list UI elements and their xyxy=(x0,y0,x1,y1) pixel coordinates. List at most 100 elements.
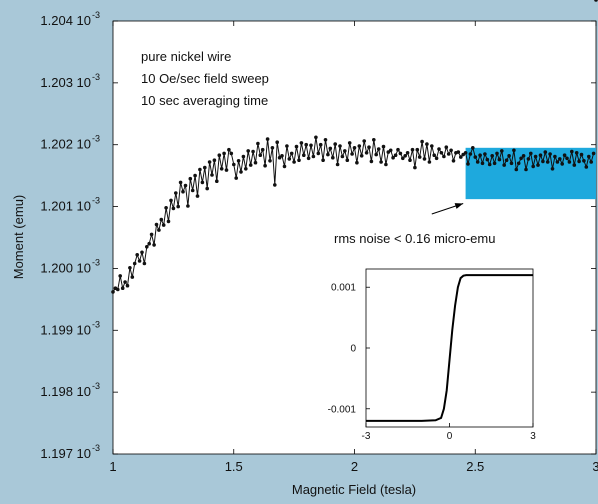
data-point xyxy=(280,154,284,158)
data-point xyxy=(248,163,253,167)
data-point xyxy=(372,138,376,142)
data-point xyxy=(490,154,495,158)
data-point xyxy=(149,232,154,237)
y-axis-ticks: 1.197 10 -31.198 10 -31.199 10 -31.200 10 -3… xyxy=(40,10,596,461)
data-point xyxy=(594,0,598,2)
data-point xyxy=(396,147,400,152)
data-point xyxy=(236,159,241,163)
data-point xyxy=(587,154,591,159)
inset-axis-ticks: -3 0 3 -0.001 0 0.001 xyxy=(328,283,537,442)
data-point xyxy=(391,155,395,160)
data-point xyxy=(362,139,367,143)
data-point xyxy=(331,155,335,160)
data-point xyxy=(186,204,190,208)
y-tick-label: 1.202 10 xyxy=(40,137,91,152)
data-point xyxy=(311,154,316,159)
data-point xyxy=(234,176,238,180)
data-point xyxy=(174,191,178,195)
data-point xyxy=(553,154,557,159)
data-point xyxy=(538,153,543,157)
data-point xyxy=(176,204,180,209)
y-tick-exponent: -3 xyxy=(92,443,100,453)
data-point xyxy=(205,186,209,191)
data-point xyxy=(449,148,453,153)
y-tick-exponent: -3 xyxy=(92,257,100,267)
data-point xyxy=(145,245,149,249)
data-point xyxy=(521,154,526,158)
data-point xyxy=(507,154,511,158)
data-point xyxy=(369,159,374,164)
data-point xyxy=(343,149,347,153)
data-point xyxy=(219,167,224,171)
data-point xyxy=(420,139,424,144)
inset-x-tick-label: -3 xyxy=(362,431,371,442)
data-point xyxy=(548,152,552,156)
data-point xyxy=(260,147,265,152)
data-point xyxy=(497,157,502,162)
data-point xyxy=(442,154,446,159)
data-point xyxy=(555,160,560,164)
inset-x-tick-label: 3 xyxy=(530,431,536,442)
y-tick-exponent: -3 xyxy=(92,134,100,144)
data-point xyxy=(321,158,325,162)
data-point xyxy=(224,168,229,172)
data-point xyxy=(229,151,234,156)
data-point xyxy=(335,162,340,167)
data-point xyxy=(183,183,188,188)
data-point xyxy=(577,159,581,164)
data-point xyxy=(444,145,449,149)
data-point xyxy=(200,180,205,185)
data-point xyxy=(159,217,164,222)
data-point xyxy=(340,154,345,159)
data-point xyxy=(403,154,408,158)
data-point xyxy=(434,156,439,161)
data-point xyxy=(579,152,584,157)
series-line-group xyxy=(112,137,595,293)
data-point xyxy=(478,153,482,157)
data-point xyxy=(222,151,226,156)
series-line xyxy=(112,137,595,293)
data-point xyxy=(135,253,139,257)
data-point xyxy=(533,154,538,159)
data-point xyxy=(111,290,115,294)
data-point xyxy=(550,167,555,171)
data-point xyxy=(427,160,432,164)
data-point xyxy=(425,142,429,146)
data-point xyxy=(589,160,593,164)
data-point xyxy=(430,144,434,148)
y-tick-exponent: -3 xyxy=(92,319,100,329)
data-point xyxy=(393,153,398,157)
inset-y-tick-label: 0.001 xyxy=(331,283,356,294)
data-point xyxy=(388,148,393,153)
data-point xyxy=(463,151,468,155)
data-point xyxy=(560,162,564,166)
data-point xyxy=(169,198,173,203)
data-point xyxy=(529,151,533,156)
y-tick-exponent: -3 xyxy=(92,72,100,82)
data-point xyxy=(584,165,589,169)
data-point xyxy=(314,135,318,140)
y-tick-label: 1.204 10 xyxy=(40,13,91,28)
data-point xyxy=(171,206,176,211)
x-axis-label: Magnetic Field (tesla) xyxy=(292,482,416,497)
data-point xyxy=(526,157,531,161)
data-point xyxy=(345,158,350,162)
data-point xyxy=(287,157,292,161)
data-point xyxy=(350,152,354,156)
data-point xyxy=(166,219,171,224)
data-point xyxy=(408,158,412,162)
annotation-text: rms noise < 0.16 micro-emu xyxy=(334,231,495,246)
y-tick-label: 1.201 10 xyxy=(40,199,91,214)
data-point xyxy=(574,151,579,155)
data-point xyxy=(263,163,267,168)
data-point xyxy=(572,163,577,167)
series-points-group xyxy=(111,0,598,294)
y-tick-label: 1.203 10 xyxy=(40,75,91,90)
y-tick-label: 1.199 10 xyxy=(40,322,91,337)
data-point xyxy=(543,150,548,154)
data-point xyxy=(294,144,299,149)
data-point xyxy=(152,243,156,247)
data-point xyxy=(381,144,386,149)
inset-y-tick-label: -0.001 xyxy=(328,404,357,415)
data-point xyxy=(364,151,369,155)
